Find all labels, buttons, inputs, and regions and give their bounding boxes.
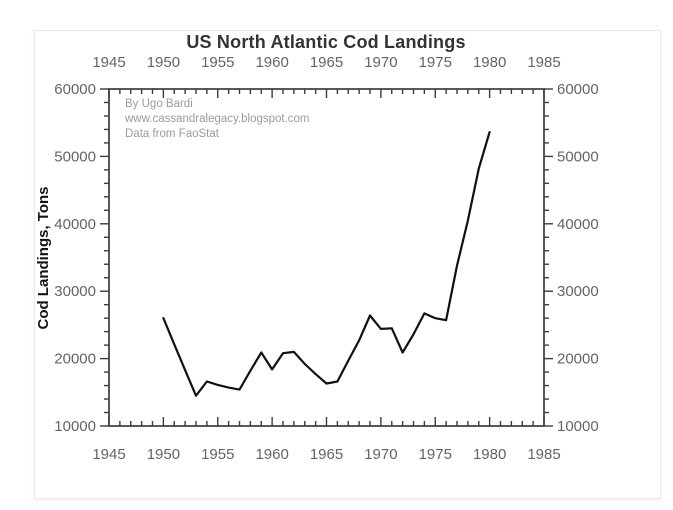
y-axis-label-right: 20000 bbox=[557, 351, 599, 368]
cod-landings-series-line bbox=[162, 130, 491, 397]
y-axis-label-right: 10000 bbox=[557, 418, 599, 435]
y-axis-label-left: 60000 bbox=[54, 81, 96, 98]
y-axis-label-left: 40000 bbox=[54, 216, 96, 233]
y-axis-label-right: 60000 bbox=[557, 81, 599, 98]
annotation-block: By Ugo Bardi www.cassandralegacy.blogspo… bbox=[125, 97, 310, 142]
y-axis-label-right: 50000 bbox=[557, 148, 599, 165]
annotation-source: Data from FaoStat bbox=[125, 128, 219, 140]
x-axis-label-bottom: 1960 bbox=[255, 446, 288, 463]
x-axis-label-bottom: 1985 bbox=[527, 446, 560, 463]
x-axis-label-bottom: 1950 bbox=[147, 446, 180, 463]
plot-area: 1945 1945 1950 1950 1955 1955 1960 1960 1965 1965… bbox=[54, 54, 598, 463]
y-axis-label-left: 10000 bbox=[54, 418, 96, 435]
x-axis-label-bottom: 1945 bbox=[92, 446, 125, 463]
x-axis-label-top: 1975 bbox=[419, 54, 452, 71]
chart-card: US North Atlantic Cod Landings Cod Landi… bbox=[34, 30, 661, 499]
x-axis-label-top: 1970 bbox=[364, 54, 397, 71]
x-axis-label-top: 1965 bbox=[310, 54, 343, 71]
x-axis-label-top: 1980 bbox=[473, 54, 506, 71]
y-axis-label-left: 50000 bbox=[54, 148, 96, 165]
x-axis-label-top: 1985 bbox=[527, 54, 560, 71]
x-axis-label-bottom: 1965 bbox=[310, 446, 343, 463]
chart-title: US North Atlantic Cod Landings bbox=[186, 32, 466, 52]
x-axis-label-top: 1960 bbox=[255, 54, 288, 71]
y-axis-label-left: 20000 bbox=[54, 351, 96, 368]
cod-landings-line-chart: Cod Landings, Tons 194519451950195019551… bbox=[35, 54, 599, 463]
y-axis-title: Cod Landings, Tons bbox=[35, 186, 52, 329]
x-axis-label-bottom: 1955 bbox=[201, 446, 234, 463]
y-axis-label-right: 30000 bbox=[557, 283, 599, 300]
annotation-url: www.cassandralegacy.blogspot.com bbox=[125, 113, 310, 125]
x-axis-label-bottom: 1980 bbox=[473, 446, 506, 463]
annotation-author: By Ugo Bardi bbox=[125, 98, 193, 110]
x-axis-label-top: 1955 bbox=[201, 54, 234, 71]
x-axis-label-top: 1945 bbox=[92, 54, 125, 71]
x-axis-label-bottom: 1970 bbox=[364, 446, 397, 463]
y-axis-label-right: 40000 bbox=[557, 216, 599, 233]
x-axis-label-bottom: 1975 bbox=[419, 446, 452, 463]
x-axis-label-top: 1950 bbox=[147, 54, 180, 71]
y-axis-label-left: 30000 bbox=[54, 283, 96, 300]
